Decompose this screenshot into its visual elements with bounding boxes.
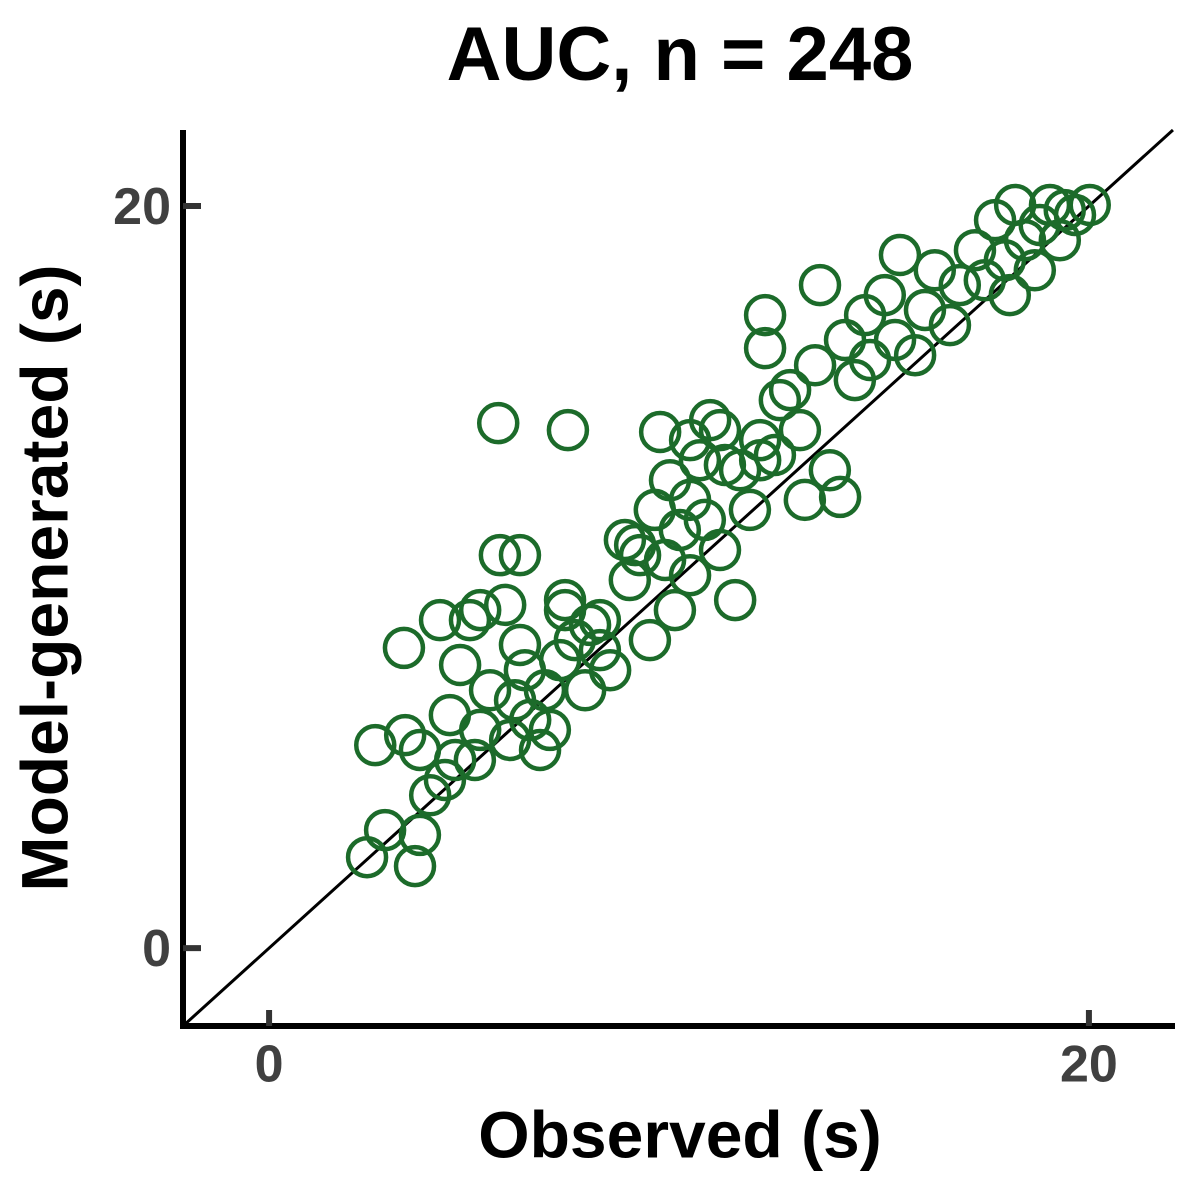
- point: [668, 553, 712, 597]
- point: [363, 808, 407, 852]
- point: [633, 488, 677, 532]
- point: [476, 401, 520, 445]
- y-tick-label: 20: [113, 178, 171, 236]
- point: [878, 233, 922, 277]
- point: [928, 303, 972, 347]
- point: [698, 528, 742, 572]
- chart-title: AUC, n = 248: [447, 12, 914, 97]
- point: [468, 668, 512, 712]
- point: [354, 723, 397, 767]
- point: [808, 448, 852, 492]
- point: [893, 333, 937, 377]
- point: [483, 583, 527, 627]
- point: [758, 378, 802, 422]
- point: [678, 438, 722, 482]
- point: [518, 728, 562, 772]
- point: [458, 588, 502, 632]
- point: [546, 408, 590, 452]
- point: [613, 523, 657, 567]
- point: [768, 368, 812, 412]
- x-tick-label: 0: [255, 1036, 284, 1094]
- point: [543, 578, 587, 622]
- point: [793, 343, 837, 387]
- point: [608, 558, 652, 602]
- point: [798, 263, 842, 307]
- point: [458, 708, 502, 752]
- point: [578, 598, 622, 642]
- point: [448, 598, 492, 642]
- y-tick-label: 0: [142, 920, 171, 978]
- point: [1068, 183, 1111, 227]
- point: [913, 248, 957, 292]
- point: [382, 626, 426, 670]
- point: [743, 326, 787, 370]
- point: [728, 488, 772, 532]
- point: [383, 713, 427, 757]
- point: [938, 263, 982, 307]
- point: [668, 478, 712, 522]
- point: [953, 228, 997, 272]
- point: [563, 668, 607, 712]
- point: [638, 410, 682, 454]
- point: [738, 438, 782, 482]
- x-tick-label: 20: [1060, 1036, 1118, 1094]
- point: [438, 643, 482, 687]
- point: [423, 758, 467, 802]
- point: [658, 508, 702, 552]
- point: [478, 533, 522, 577]
- x-axis-label: Observed (s): [478, 1097, 881, 1171]
- point: [453, 738, 497, 782]
- point: [345, 835, 389, 879]
- point: [668, 418, 712, 462]
- point: [778, 408, 822, 452]
- point: [1003, 218, 1047, 262]
- point: [528, 708, 572, 752]
- point: [988, 273, 1032, 317]
- point: [498, 623, 542, 667]
- point: [738, 418, 782, 462]
- point: [783, 478, 827, 522]
- point: [823, 318, 867, 362]
- point: [588, 648, 632, 692]
- point: [903, 288, 947, 332]
- point: [818, 475, 862, 519]
- point: [408, 773, 452, 817]
- point: [1013, 248, 1057, 292]
- point: [418, 598, 462, 642]
- point: [433, 738, 477, 782]
- point: [863, 273, 907, 317]
- point: [653, 588, 697, 632]
- point: [743, 293, 787, 337]
- point: [398, 813, 442, 857]
- point: [628, 618, 672, 662]
- point: [393, 844, 437, 888]
- point: [1038, 218, 1082, 262]
- y-axis-label: Model-generated (s): [7, 264, 81, 891]
- point: [498, 533, 542, 577]
- point: [698, 408, 742, 452]
- point: [578, 628, 622, 672]
- point: [713, 578, 757, 622]
